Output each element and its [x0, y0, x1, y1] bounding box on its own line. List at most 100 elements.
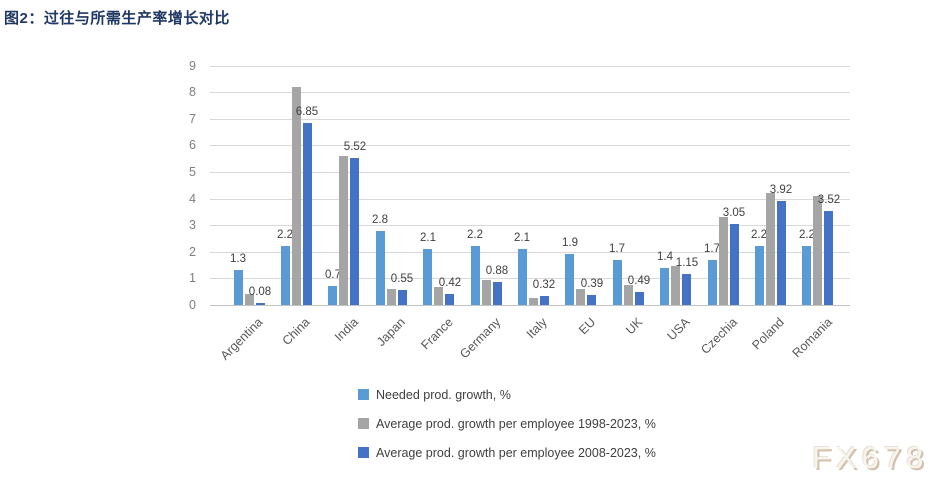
data-label: 3.92 [769, 184, 793, 196]
bar-needed [565, 254, 574, 305]
bar-2008-2023 [635, 292, 644, 305]
x-category-label: France [418, 315, 456, 353]
y-axis-tick-label: 6 [189, 138, 196, 152]
data-label: 2.1 [420, 232, 436, 244]
data-label: 2.2 [751, 229, 767, 241]
figure-title: 图2：过往与所需生产率增长对比 [4, 10, 230, 27]
bar-1998-2023 [482, 280, 491, 305]
bar-1998-2023 [434, 287, 443, 305]
data-label: 5.52 [343, 141, 367, 153]
x-category-label: Romania [789, 315, 835, 361]
bar-needed [660, 268, 669, 305]
data-label: 0.39 [580, 278, 604, 290]
bar-1998-2023 [292, 87, 301, 305]
gridline [210, 145, 850, 146]
bar-needed [376, 231, 385, 305]
data-label: 3.52 [817, 194, 841, 206]
x-category-label: Italy [523, 315, 550, 342]
bar-1998-2023 [671, 266, 680, 305]
watermark: FX678 [812, 440, 929, 475]
chart-legend: Needed prod. growth, % Average prod. grow… [358, 388, 656, 475]
bar-needed [613, 260, 622, 305]
x-category-label: India [331, 315, 361, 345]
bar-needed [234, 270, 243, 305]
y-axis-tick-label: 4 [189, 192, 196, 206]
gridline [210, 305, 850, 306]
gridline [210, 92, 850, 93]
legend-item: Needed prod. growth, % [358, 388, 656, 402]
data-label: 1.15 [675, 257, 699, 269]
x-category-label: Czechia [698, 315, 740, 357]
bar-2008-2023 [777, 201, 786, 305]
data-label: 0.55 [390, 273, 414, 285]
bar-2008-2023 [445, 294, 454, 305]
bar-1998-2023 [576, 289, 585, 305]
bar-needed [471, 246, 480, 305]
data-label: 0.08 [248, 286, 272, 298]
bar-2008-2023 [587, 295, 596, 305]
bar-1998-2023 [813, 196, 822, 305]
bar-needed [328, 286, 337, 305]
x-category-label: USA [664, 315, 693, 344]
x-category-label: EU [575, 315, 598, 338]
x-category-label: China [279, 315, 313, 349]
x-category-label: Argentina [218, 315, 266, 363]
gridline [210, 119, 850, 120]
data-label: 1.3 [230, 253, 246, 265]
bar-needed [518, 249, 527, 305]
bar-1998-2023 [624, 285, 633, 305]
x-category-label: Japan [373, 315, 408, 349]
data-label: 1.9 [562, 237, 578, 249]
bar-1998-2023 [245, 294, 254, 305]
gridline [210, 278, 850, 279]
bar-needed [281, 246, 290, 305]
y-axis-tick-label: 1 [189, 271, 196, 285]
bar-1998-2023 [529, 298, 538, 305]
bar-2008-2023 [256, 303, 265, 305]
bar-needed [708, 260, 717, 305]
bar-2008-2023 [493, 282, 502, 305]
y-axis-tick-label: 0 [189, 298, 196, 312]
y-axis-tick-label: 3 [189, 218, 196, 232]
data-label: 6.85 [295, 106, 319, 118]
bar-1998-2023 [766, 193, 775, 305]
legend-swatch-icon [358, 389, 369, 400]
bar-needed [755, 246, 764, 305]
x-category-label: UK [622, 315, 645, 338]
y-axis-tick-label: 9 [189, 59, 196, 73]
data-label: 2.8 [372, 214, 388, 226]
bar-2008-2023 [303, 123, 312, 305]
data-label: 3.05 [722, 207, 746, 219]
bar-needed [802, 246, 811, 305]
legend-item: Average prod. growth per employee 2008-2… [358, 446, 656, 460]
bar-2008-2023 [350, 158, 359, 305]
data-label: 1.7 [609, 243, 625, 255]
data-label: 2.2 [799, 229, 815, 241]
legend-swatch-icon [358, 418, 369, 429]
data-label: 0.88 [485, 265, 509, 277]
bar-2008-2023 [682, 274, 691, 305]
legend-swatch-icon [358, 447, 369, 458]
gridline [210, 199, 850, 200]
y-axis-tick-label: 2 [189, 245, 196, 259]
bar-2008-2023 [398, 290, 407, 305]
y-axis-tick-label: 8 [189, 85, 196, 99]
x-category-label: Germany [456, 315, 503, 362]
bar-1998-2023 [339, 156, 348, 305]
y-axis-tick-label: 7 [189, 112, 196, 126]
data-label: 0.49 [627, 275, 651, 287]
data-label: 2.1 [514, 232, 530, 244]
gridline [210, 252, 850, 253]
data-label: 0.42 [438, 277, 462, 289]
bar-2008-2023 [824, 211, 833, 305]
x-category-label: Poland [749, 315, 787, 353]
gridline [210, 225, 850, 226]
legend-label: Average prod. growth per employee 2008-2… [376, 446, 656, 460]
bar-1998-2023 [387, 289, 396, 305]
data-label: 2.2 [467, 229, 483, 241]
y-axis-tick-label: 5 [189, 165, 196, 179]
gridline [210, 66, 850, 67]
bar-2008-2023 [540, 296, 549, 305]
gridline [210, 172, 850, 173]
